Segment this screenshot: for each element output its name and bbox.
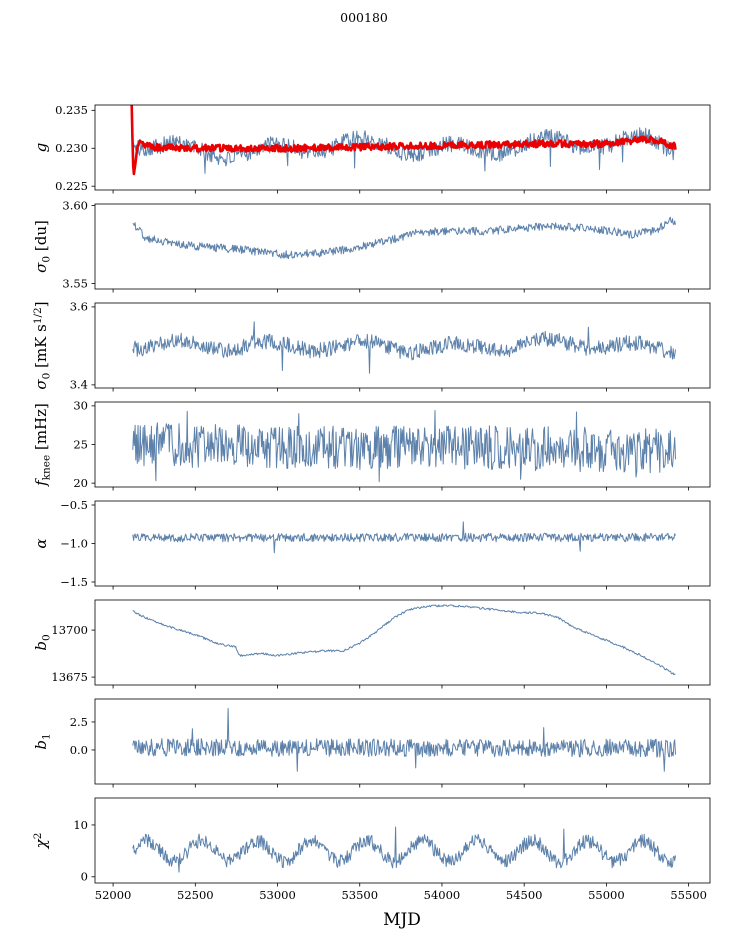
panel-0: 0.225 0.230 0.235 g: [32, 103, 711, 194]
plot-frame: [94, 302, 711, 389]
panel-3: 20 25 30 fknee [mHz]: [32, 399, 711, 491]
y-axis-label: b1: [32, 733, 53, 749]
plot-frame: [94, 500, 711, 587]
series-alpha: [132, 521, 676, 554]
y-tick-label: −1.5: [60, 575, 88, 589]
y-tick-label: 0.0: [70, 743, 88, 757]
x-tick-label: 55500: [670, 888, 707, 902]
series-fknee: [132, 410, 676, 483]
y-axis-label: b0: [32, 634, 53, 650]
y-tick-label: 25: [73, 437, 88, 451]
plot-frame: [94, 797, 711, 884]
y-tick-label: 3.6: [70, 300, 88, 314]
panels-group: 0.225 0.230 0.235 g 3.55 3.60 σ0 [du] 3.4 3.6 σ0 …: [32, 103, 711, 902]
series-sigma0-mK: [132, 321, 676, 374]
plot-frame: [94, 698, 711, 785]
x-tick-label: 52000: [95, 888, 132, 902]
y-tick-label: 20: [73, 476, 88, 490]
x-axis-label: MJD: [383, 910, 421, 930]
y-axis-label: α: [32, 538, 50, 548]
panel-7: 0 10 52000 52500 53000 53500 54000 54500 55000 55…: [32, 797, 711, 902]
y-tick-label: −1.0: [60, 536, 88, 550]
panel-1: 3.55 3.60 σ0 [du]: [32, 198, 711, 293]
x-tick-label: 53000: [259, 888, 296, 902]
y-tick-label: 13700: [51, 623, 88, 637]
y-tick-label: 0.235: [55, 103, 88, 117]
y-axis-label: χ2: [32, 833, 50, 850]
y-axis-label: fknee [mHz]: [32, 403, 53, 487]
x-tick-label: 54000: [424, 888, 461, 902]
series-b0: [132, 604, 676, 676]
y-tick-label: 10: [73, 818, 88, 832]
plot-frame: [94, 104, 711, 191]
y-tick-label: 0.225: [55, 179, 88, 193]
y-tick-label: 30: [73, 399, 88, 413]
figure-title: 000180: [340, 10, 388, 25]
plot-frame: [94, 599, 711, 686]
panel-4: −0.5 −1.0 −1.5 α: [32, 498, 711, 590]
y-axis-label: σ0 [du]: [32, 220, 53, 273]
series-chi2: [132, 826, 676, 873]
series-b1: [132, 708, 676, 772]
y-tick-label: 0.230: [55, 141, 88, 155]
x-tick-label: 53500: [341, 888, 378, 902]
x-tick-label: 54500: [506, 888, 543, 902]
panel-6: 0.0 2.5 b1: [32, 698, 711, 788]
series-sigma0-du: [132, 216, 676, 260]
y-tick-label: 3.60: [62, 198, 88, 212]
x-tick-label: 55000: [588, 888, 625, 902]
plot-frame: [94, 203, 711, 290]
y-tick-label: 3.55: [62, 276, 88, 290]
y-tick-label: 13675: [51, 670, 88, 684]
y-axis-label: σ0 [mK s1/2]: [32, 301, 53, 389]
x-tick-label: 52500: [177, 888, 214, 902]
panel-2: 3.4 3.6 σ0 [mK s1/2]: [32, 300, 711, 392]
series-g-smoothed: [130, 105, 677, 176]
y-axis-label: g: [32, 143, 50, 153]
y-tick-label: 3.4: [70, 378, 88, 392]
y-tick-label: 0: [81, 870, 88, 884]
y-tick-label: 2.5: [70, 715, 88, 729]
y-tick-label: −0.5: [60, 498, 88, 512]
